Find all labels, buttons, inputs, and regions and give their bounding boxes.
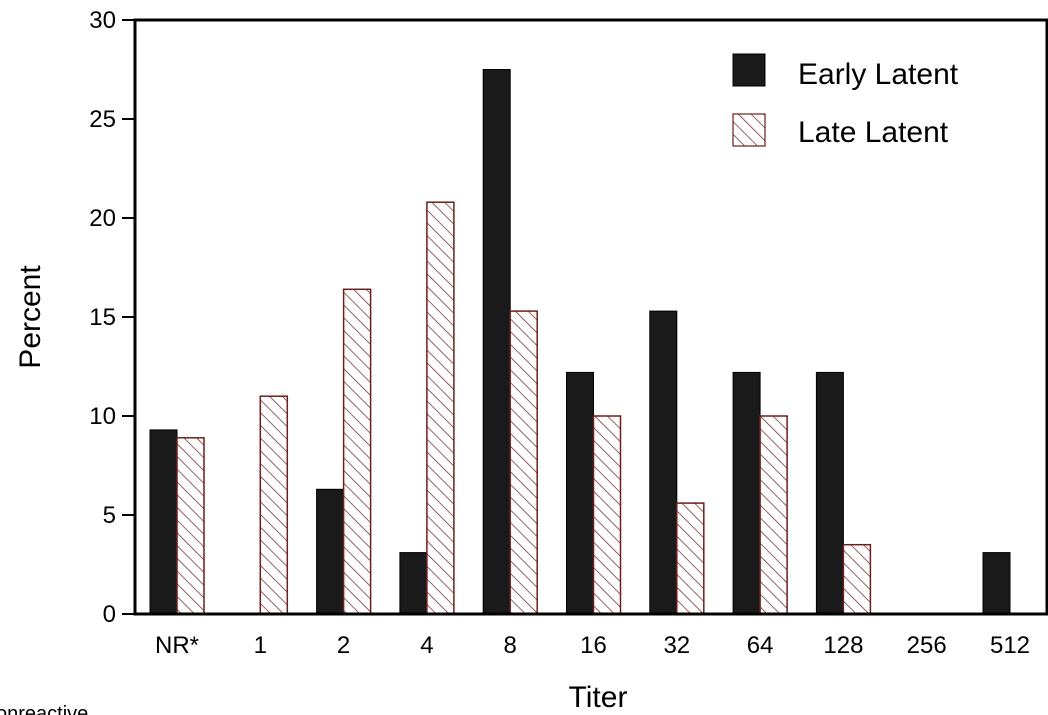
bar-late-latent-8 bbox=[509, 310, 538, 615]
bar-early-latent-8 bbox=[482, 69, 511, 615]
x-tick-label: 32 bbox=[663, 632, 690, 659]
bar-early-latent-16 bbox=[566, 371, 594, 615]
plot-frame bbox=[133, 18, 1048, 616]
bar-early-latent-2 bbox=[316, 488, 345, 615]
legend-swatch-late-latent bbox=[732, 113, 766, 147]
x-tick-label: 8 bbox=[504, 632, 517, 659]
x-tick-label: 128 bbox=[823, 632, 863, 659]
bar-late-latent-4 bbox=[426, 201, 455, 615]
x-tick-label: 256 bbox=[907, 632, 947, 659]
bar-early-latent-4 bbox=[399, 552, 428, 615]
x-tick-label: 16 bbox=[580, 632, 607, 659]
legend-label-early-latent: Early Latent bbox=[798, 58, 959, 91]
x-tick-label: 512 bbox=[990, 632, 1030, 659]
y-tick-label: 25 bbox=[89, 106, 116, 133]
x-tick-label: NR* bbox=[155, 632, 199, 659]
bar-early-latent-32 bbox=[649, 310, 678, 615]
legend-swatch-early-latent bbox=[732, 53, 766, 87]
bars bbox=[149, 69, 1011, 615]
y-tick-label: 5 bbox=[103, 502, 116, 529]
bar-early-latent-128 bbox=[815, 371, 844, 615]
x-tick-label: 2 bbox=[337, 632, 350, 659]
x-tick-label: 4 bbox=[420, 632, 433, 659]
y-axis: 0 5 10 15 20 25 30 bbox=[89, 7, 135, 628]
bar-early-latent-NR bbox=[149, 429, 178, 615]
y-tick-label: 30 bbox=[89, 7, 116, 34]
bar-late-latent-NR bbox=[176, 437, 205, 615]
y-tick-label: 20 bbox=[89, 205, 116, 232]
legend-label-late-latent: Late Latent bbox=[798, 116, 949, 149]
bar-late-latent-32 bbox=[676, 502, 705, 615]
bar-late-latent-64 bbox=[759, 415, 788, 615]
bar-early-latent-64 bbox=[732, 371, 761, 615]
bar-late-latent-2 bbox=[342, 288, 372, 615]
bar-early-latent-512 bbox=[982, 552, 1011, 615]
x-axis-title: Titer bbox=[569, 681, 628, 714]
bar-late-latent-1 bbox=[259, 395, 289, 615]
legend: Early Latent Late Latent bbox=[732, 53, 959, 149]
footnote: onreactive bbox=[0, 703, 88, 715]
x-tick-label: 1 bbox=[254, 632, 267, 659]
y-tick-label: 15 bbox=[89, 304, 116, 331]
y-tick-label: 0 bbox=[103, 601, 116, 628]
bar-late-latent-16 bbox=[592, 415, 622, 615]
x-tick-label: 64 bbox=[747, 632, 774, 659]
y-tick-label: 10 bbox=[89, 403, 116, 430]
x-axis: NR* 1 2 4 8 16 32 64 128 256 512 bbox=[155, 632, 1030, 659]
y-axis-title: Percent bbox=[14, 265, 47, 369]
bar-late-latent-128 bbox=[842, 543, 872, 615]
